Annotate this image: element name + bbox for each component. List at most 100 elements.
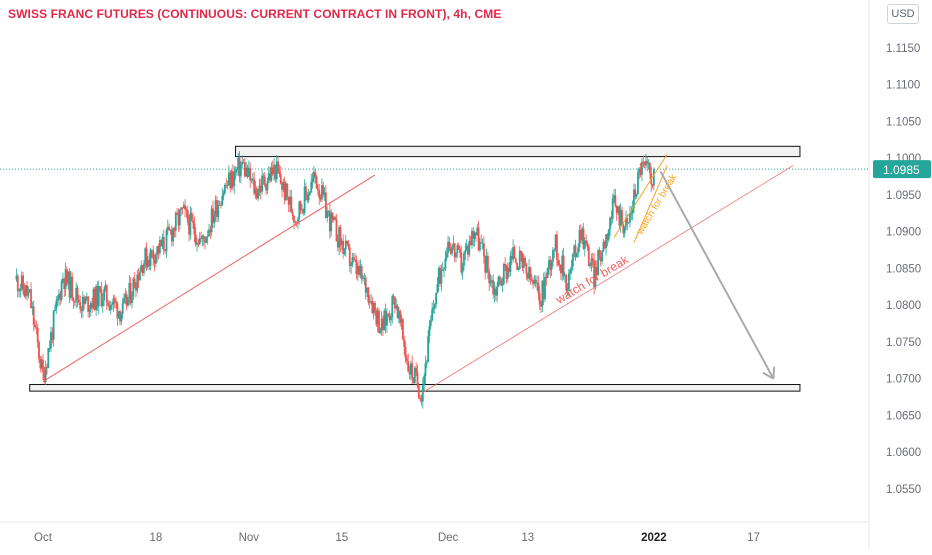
candle-body: [610, 217, 613, 220]
candle-body: [504, 264, 507, 266]
projection-arrow[interactable]: [659, 170, 775, 380]
candle-body: [398, 310, 400, 319]
trendline-4[interactable]: [633, 165, 668, 243]
candle-body: [367, 287, 370, 303]
candle-body: [143, 263, 145, 274]
candle-body: [141, 265, 144, 274]
candle-body: [514, 258, 517, 263]
projection-arrow-head: [762, 371, 774, 380]
y-tick-label: 1.0900: [886, 227, 921, 239]
candle-body: [455, 252, 457, 258]
candle-body: [545, 276, 548, 279]
candle-body: [129, 283, 132, 304]
candle-body: [302, 209, 305, 214]
candle-body: [107, 302, 109, 306]
candle-body: [617, 206, 619, 214]
candle-body: [598, 250, 601, 258]
candle-body: [149, 249, 152, 266]
support-zone[interactable]: [29, 384, 801, 392]
candle-body: [634, 189, 637, 197]
candle-body: [431, 309, 434, 321]
candle-body: [239, 164, 242, 177]
candle-body: [48, 348, 51, 349]
candle-body: [186, 210, 189, 223]
candle-body: [394, 296, 396, 309]
candle-body: [234, 170, 237, 173]
candle-body: [286, 183, 289, 197]
candle-body: [28, 289, 31, 293]
candle-body: [453, 243, 456, 258]
candle-body: [392, 296, 395, 297]
y-tick-label: 1.0950: [886, 190, 921, 202]
candle-body: [20, 275, 23, 289]
candle-body: [177, 214, 180, 226]
candle-body: [552, 250, 554, 262]
candle-body: [562, 255, 565, 277]
candle-body: [387, 313, 390, 316]
candle-body: [356, 265, 359, 274]
trendline-1[interactable]: [42, 174, 376, 382]
candle-body: [105, 284, 108, 303]
candle-body: [290, 196, 293, 213]
candle-body: [643, 162, 646, 166]
candle-body: [204, 238, 206, 243]
candle-body: [460, 252, 463, 273]
candle-body: [318, 190, 321, 198]
candle-body: [384, 310, 387, 326]
candle-body: [652, 169, 655, 186]
candle-body: [251, 178, 254, 180]
candle-body: [651, 184, 654, 186]
candle-body: [63, 278, 66, 290]
candle-body: [615, 205, 618, 214]
candle-body: [139, 272, 141, 281]
candle-body: [148, 259, 151, 266]
candle-body: [593, 260, 596, 288]
candle-body: [413, 367, 416, 383]
candle-body: [109, 304, 112, 311]
candle-body: [475, 232, 477, 235]
candle-body: [271, 167, 274, 175]
currency-button[interactable]: USD: [887, 4, 919, 24]
candle-body: [326, 211, 329, 219]
candle-body: [224, 184, 226, 194]
candle-body: [635, 194, 638, 197]
candle-body: [536, 282, 538, 284]
trendline-3[interactable]: [613, 154, 668, 238]
candle-body: [347, 243, 350, 248]
candle-body: [119, 311, 121, 322]
candle-body: [193, 222, 196, 235]
candle-body: [24, 285, 27, 297]
candle-body: [401, 319, 404, 339]
candle-body: [554, 234, 557, 250]
last-price-tag: [873, 160, 931, 179]
x-tick-label: 13: [521, 532, 534, 544]
candle-body: [363, 277, 366, 279]
candle-body: [447, 241, 449, 253]
candle-body: [479, 242, 481, 251]
candle-body: [594, 267, 597, 288]
candle-body: [412, 377, 415, 383]
candle-body: [516, 262, 518, 270]
candle-body: [136, 274, 139, 291]
candle-body: [573, 245, 576, 254]
candle-body: [597, 250, 600, 275]
candle-body: [233, 172, 236, 187]
candle-body: [423, 376, 426, 386]
candle-body: [43, 372, 46, 383]
candle-body: [103, 289, 105, 301]
candle-body: [327, 210, 330, 212]
candle-body: [281, 183, 283, 190]
candle-body: [319, 197, 322, 200]
candle-body: [343, 249, 346, 254]
resistance-zone[interactable]: [235, 145, 801, 158]
trendline-2[interactable]: [421, 165, 794, 394]
candle-body: [379, 330, 382, 333]
candle-body: [332, 217, 335, 220]
candle-body: [492, 280, 495, 295]
candle-body: [100, 289, 103, 307]
candle-body: [400, 319, 403, 323]
candle-body: [601, 251, 603, 262]
candle-body: [89, 303, 92, 310]
candle-body: [467, 245, 469, 255]
candle-body: [44, 367, 47, 383]
